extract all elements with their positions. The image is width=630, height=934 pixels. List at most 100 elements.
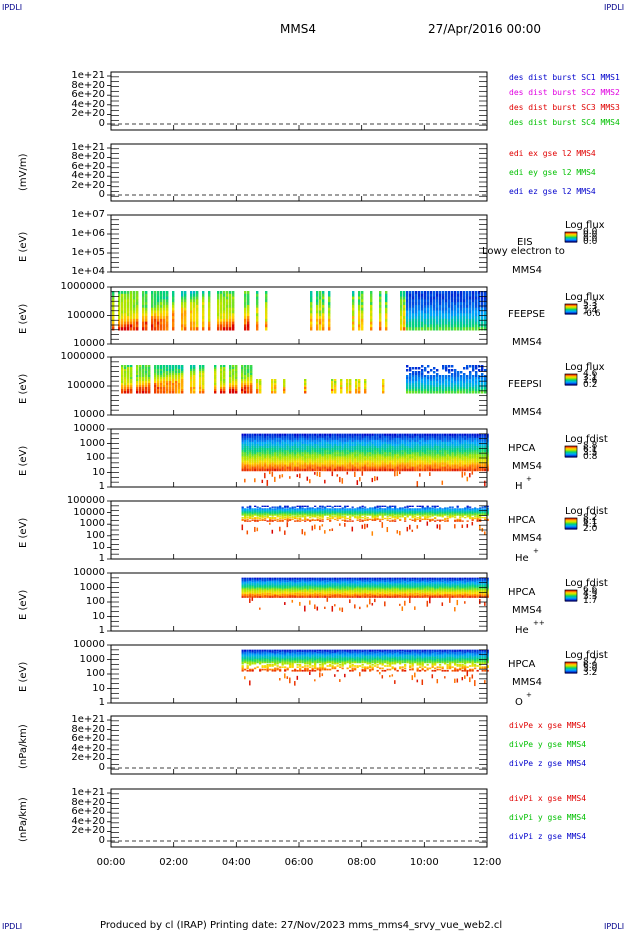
spectro-cell	[463, 299, 466, 303]
spectro-cell	[157, 318, 160, 323]
spectro-cell	[316, 509, 319, 511]
spectro-cell	[306, 514, 309, 516]
spectro-cell	[296, 515, 299, 517]
spectro-cell	[349, 437, 352, 441]
spectro-cell	[264, 452, 267, 455]
spectro-cell	[166, 310, 169, 314]
spectro-cell	[289, 462, 292, 466]
spectro-cell	[359, 508, 362, 510]
spectro-cell	[386, 460, 389, 464]
spectro-cell	[344, 439, 347, 443]
spectro-cell	[235, 387, 238, 390]
spectro-cell	[409, 302, 412, 306]
spectro-cell	[389, 512, 392, 514]
spectro-cell	[328, 324, 331, 328]
spectro-cell	[118, 313, 121, 317]
spectro-cell	[256, 468, 259, 472]
spectro-cell	[261, 446, 264, 449]
spectro-cell	[336, 435, 339, 439]
spectro-cell	[121, 291, 124, 295]
spectro-cell	[247, 391, 250, 394]
spectro-cell	[448, 310, 451, 314]
spectro-cell	[274, 516, 277, 519]
spectro-cell	[336, 458, 339, 461]
spectro-cell	[451, 448, 454, 451]
spectro-cell	[249, 513, 252, 515]
spectro-cell	[412, 375, 415, 378]
spectro-cell	[406, 302, 409, 306]
spectro-cell	[376, 509, 379, 512]
spectro-cell	[394, 464, 397, 468]
spectro-cell	[247, 310, 250, 314]
spectro-cell	[160, 321, 163, 325]
spectro-cell	[124, 381, 127, 384]
spectro-cell	[370, 302, 373, 306]
spectro-cell	[256, 381, 259, 384]
spectro-cell	[401, 462, 404, 466]
spectro-cell	[316, 446, 319, 449]
spectro-cell	[369, 460, 372, 464]
spectro-cell	[441, 454, 444, 457]
spectro-cell	[316, 302, 319, 306]
spectro-cell	[148, 375, 151, 378]
spectro-cell	[226, 296, 229, 300]
spectro-cell	[271, 519, 274, 521]
spectro-cell	[269, 510, 272, 513]
spectro-cell	[261, 437, 264, 441]
spectro-cell	[247, 365, 250, 368]
spectro-cell	[269, 450, 272, 453]
spectro-cell	[251, 514, 254, 516]
spectro-cell	[172, 377, 175, 380]
spectro-cell	[376, 458, 379, 461]
spectro-cell	[394, 433, 397, 437]
spectro-cell	[299, 512, 302, 514]
spectro-cell	[391, 519, 394, 521]
spectro-cell	[409, 324, 412, 328]
spectro-cell	[299, 435, 302, 439]
spectro-cell	[371, 477, 374, 483]
spectro-cell	[364, 510, 367, 513]
spectro-cell	[121, 313, 124, 317]
spectro-cell	[276, 439, 279, 443]
spectro-cell	[419, 448, 422, 451]
spectro-cell	[409, 367, 412, 370]
spectro-cell	[346, 468, 349, 472]
spectro-cell	[451, 468, 454, 472]
spectro-cell	[148, 371, 151, 374]
spectro-cell	[321, 516, 324, 518]
spectro-cell	[451, 379, 454, 382]
spectro-cell	[266, 452, 269, 455]
corner-label-tl: IPDLI	[2, 3, 23, 12]
spectro-cell	[274, 517, 277, 520]
spectro-cell	[226, 313, 229, 317]
spectro-cell	[241, 462, 244, 466]
spectro-cell	[154, 313, 157, 317]
spectro-cell	[379, 460, 382, 464]
spectro-cell	[309, 507, 312, 509]
spectro-cell	[157, 365, 160, 368]
spectro-cell	[457, 304, 460, 309]
spectro-cell	[190, 373, 193, 376]
spectro-cell	[475, 316, 478, 320]
spectro-cell	[404, 520, 407, 522]
spectro-cell	[445, 375, 448, 378]
spectro-cell	[166, 385, 169, 388]
spectro-cell	[412, 299, 415, 303]
spectro-cell	[433, 293, 436, 298]
spectro-cell	[244, 509, 247, 511]
spectro-cell	[281, 458, 284, 461]
spectro-cell	[250, 367, 253, 370]
spectro-cell	[202, 371, 205, 374]
spectro-cell	[386, 433, 389, 437]
spectro-cell	[249, 435, 252, 439]
spectro-cell	[136, 375, 139, 378]
spectro-cell	[439, 389, 442, 392]
spectro-cell	[464, 441, 467, 445]
spectro-cell	[163, 385, 166, 388]
spectro-cell	[130, 367, 133, 370]
spectro-cell	[190, 389, 193, 392]
spectro-cell	[142, 389, 145, 392]
spectro-cell	[232, 381, 235, 384]
spectro-cell	[389, 454, 392, 457]
spectro-cell	[271, 435, 274, 439]
